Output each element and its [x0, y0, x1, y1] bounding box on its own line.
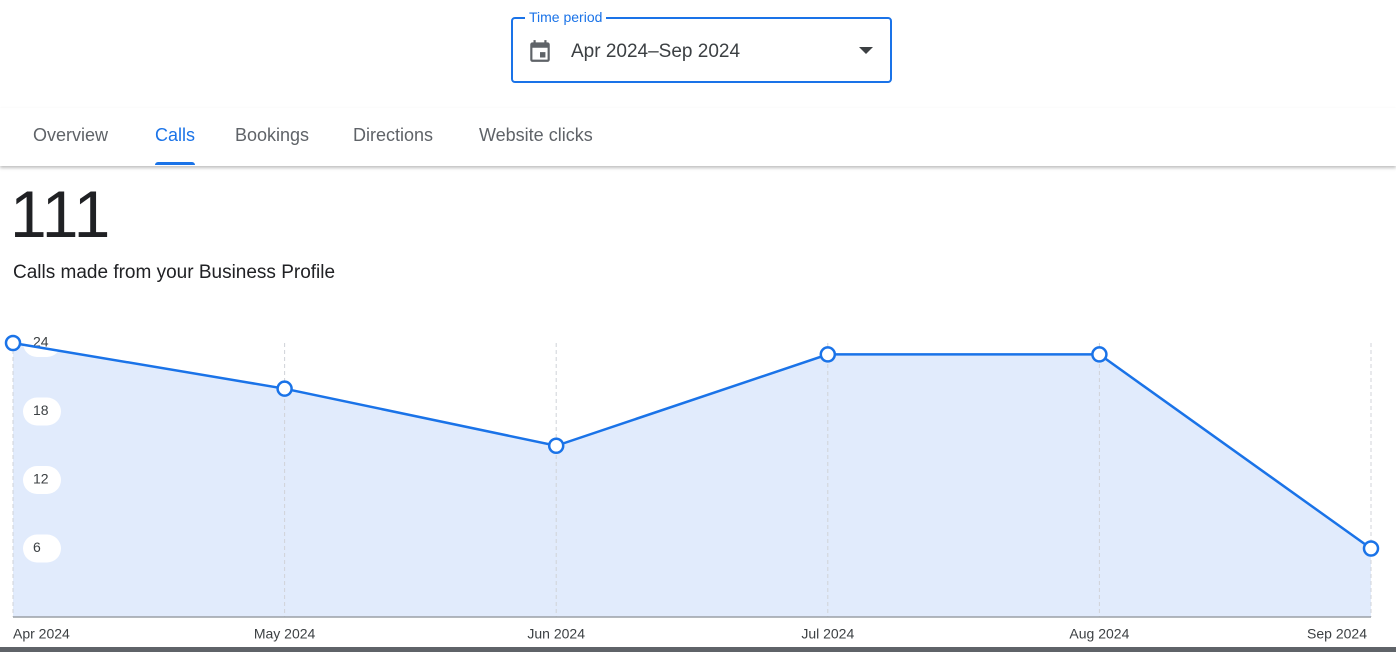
- tab[interactable]: Website clicks: [479, 125, 593, 145]
- y-tick-bg: [23, 466, 61, 494]
- x-tick-label: May 2024: [254, 626, 316, 642]
- tab[interactable]: Overview: [33, 125, 109, 145]
- line: [12, 341, 1372, 550]
- time-period-select[interactable]: Time period Apr 2024–Sep 2024: [511, 9, 892, 83]
- total-value: 111: [10, 177, 111, 251]
- point: [1362, 540, 1380, 557]
- x-tick-label: Aug 2024: [1069, 626, 1129, 642]
- dropdown-arrow: [859, 47, 873, 54]
- y-tick-bg: [23, 534, 61, 563]
- x-tick-label: Jun 2024: [527, 626, 585, 642]
- time-period-value: Apr 2024–Sep 2024: [571, 41, 741, 62]
- point: [547, 437, 565, 454]
- area: [13, 343, 1371, 617]
- calendar-icon: [530, 40, 550, 62]
- chart: Apr 2024 May 2024 Jun 2024 Jul 2024 Aug 2024…: [4, 329, 1380, 642]
- point: [4, 334, 22, 352]
- tab-bar: Overview Calls Bookings Directions Website c…: [0, 108, 1396, 166]
- point: [819, 346, 837, 363]
- y-tick-label: 6: [33, 539, 41, 555]
- y-tick-label: 12: [33, 471, 49, 487]
- y-tick-label: 18: [33, 402, 49, 418]
- y-tick-bg: [23, 397, 61, 426]
- point: [1091, 346, 1108, 363]
- total-caption: Calls made from your Business Profile: [13, 262, 336, 283]
- y-tick-label: 24: [33, 334, 49, 350]
- tab[interactable]: Bookings: [235, 125, 310, 145]
- tab[interactable]: Calls: [155, 125, 196, 165]
- x-tick-label: Sep 2024: [1307, 626, 1367, 642]
- x-tick-label: Jul 2024: [801, 626, 854, 642]
- bottom-edge: [0, 647, 1396, 652]
- point: [276, 380, 293, 397]
- x-tick-label: Apr 2024: [13, 626, 70, 642]
- tab[interactable]: Directions: [353, 125, 434, 145]
- time-period-label: Time period: [525, 9, 607, 25]
